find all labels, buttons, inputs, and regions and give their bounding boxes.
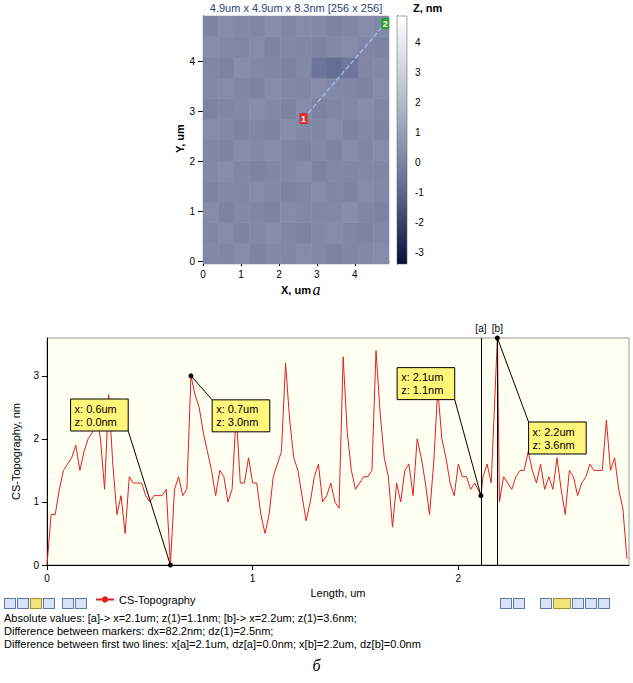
svg-text:Z, nm: Z, nm bbox=[413, 2, 443, 14]
svg-text:1: 1 bbox=[415, 127, 421, 138]
svg-text:2: 2 bbox=[276, 269, 282, 280]
svg-text:3: 3 bbox=[314, 269, 320, 280]
svg-text:-2: -2 bbox=[415, 217, 424, 228]
svg-text:-3: -3 bbox=[415, 247, 424, 258]
svg-text:CS-Topography: CS-Topography bbox=[119, 594, 196, 606]
svg-text:3: 3 bbox=[415, 67, 421, 78]
svg-text:x: 2.1um: x: 2.1um bbox=[401, 371, 443, 383]
svg-text:z: 0.0nm: z: 0.0nm bbox=[75, 416, 117, 428]
svg-text:z: 3.0nm: z: 3.0nm bbox=[216, 416, 258, 428]
svg-text:[b]: [b] bbox=[492, 323, 503, 334]
svg-text:x: 0.7um: x: 0.7um bbox=[216, 403, 258, 415]
svg-text:0: 0 bbox=[189, 256, 195, 267]
svg-text:x: 2.2um: x: 2.2um bbox=[533, 426, 575, 438]
svg-text:0: 0 bbox=[415, 157, 421, 168]
svg-text:Y, um: Y, um bbox=[174, 124, 186, 153]
svg-text:CS-Topography, nm: CS-Topography, nm bbox=[10, 403, 22, 500]
svg-text:-1: -1 bbox=[415, 187, 424, 198]
svg-text:1: 1 bbox=[301, 114, 306, 124]
svg-text:4.9um x 4.9um x 8.3nm [256 x 2: 4.9um x 4.9um x 8.3nm [256 x 256] bbox=[210, 2, 382, 14]
html-text:а: а bbox=[312, 281, 321, 298]
html-text:Difference between first two l: Difference between first two lines: x[a]… bbox=[4, 638, 421, 650]
svg-text:2: 2 bbox=[456, 573, 462, 584]
svg-text:z: 1.1nm: z: 1.1nm bbox=[401, 384, 443, 396]
svg-text:4: 4 bbox=[415, 37, 421, 48]
svg-text:4: 4 bbox=[352, 269, 358, 280]
svg-text:2: 2 bbox=[383, 19, 388, 29]
svg-text:2: 2 bbox=[415, 97, 421, 108]
svg-text:4: 4 bbox=[189, 56, 195, 67]
svg-text:0: 0 bbox=[200, 269, 206, 280]
svg-text:2: 2 bbox=[189, 156, 195, 167]
html-text:б: б bbox=[312, 657, 321, 674]
svg-text:1: 1 bbox=[189, 206, 195, 217]
svg-text:Length, um: Length, um bbox=[310, 587, 365, 599]
svg-text:z: 3.6nm: z: 3.6nm bbox=[533, 439, 575, 451]
svg-text:3: 3 bbox=[33, 370, 39, 381]
html-text:Difference between markers: dx: Difference between markers: dx=82.2nm; d… bbox=[4, 625, 274, 637]
svg-text:1: 1 bbox=[33, 496, 39, 507]
svg-text:3: 3 bbox=[189, 106, 195, 117]
svg-text:0: 0 bbox=[33, 560, 39, 571]
svg-text:1: 1 bbox=[250, 573, 256, 584]
svg-text:1: 1 bbox=[238, 269, 244, 280]
svg-text:x: 0.6um: x: 0.6um bbox=[75, 403, 117, 415]
svg-text:X, um: X, um bbox=[281, 284, 311, 296]
html-text:Absolute values: [a]-> x=2.1um: Absolute values: [a]-> x=2.1um; z(1)=1.1… bbox=[4, 612, 357, 624]
svg-text:0: 0 bbox=[44, 573, 50, 584]
svg-text:2: 2 bbox=[33, 433, 39, 444]
svg-text:[a]: [a] bbox=[475, 323, 486, 334]
